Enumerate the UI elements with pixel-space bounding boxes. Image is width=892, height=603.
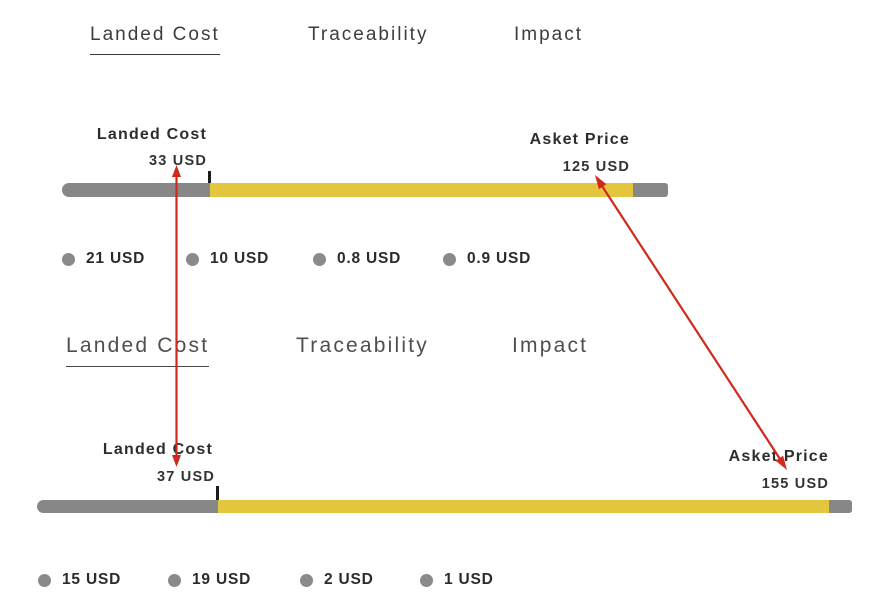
asket-price-value: 125 USD [562, 159, 630, 175]
bar-segment-landed-cost [62, 183, 210, 197]
landed-cost-label: Landed Cost [102, 441, 213, 458]
legend-item: 15 USD [38, 571, 121, 589]
legend-label: 21 USD [86, 250, 146, 267]
legend-dot-icon [443, 252, 456, 266]
bar-segment-landed-cost [37, 500, 218, 513]
legend-label: 2 USD [324, 571, 374, 588]
legend-dot-icon [168, 573, 181, 587]
landed-cost-value: 37 USD [157, 469, 215, 485]
arrow-line [601, 185, 781, 460]
legend-dot-icon [38, 573, 51, 587]
tab-impact[interactable]: Impact [512, 334, 589, 357]
bar-segment-margin [209, 183, 633, 197]
bar-segment-endcap [632, 183, 668, 197]
asket-price-label: Asket Price [728, 448, 829, 465]
asket-price-label: Asket Price [529, 131, 630, 148]
landed-cost-label: Landed Cost [96, 126, 207, 143]
legend-item: 10 USD [186, 250, 269, 268]
legend-dot-icon [420, 573, 433, 587]
price-bar [62, 183, 668, 197]
landed-cost-comparison-arrow [172, 165, 181, 467]
landed-cost-tick [216, 486, 219, 513]
tab-traceability[interactable]: Traceability [308, 24, 429, 45]
legend-label: 10 USD [210, 250, 270, 267]
bar-segment-endcap [829, 500, 852, 513]
legend-label: 1 USD [444, 571, 494, 588]
legend-item: 1 USD [420, 571, 494, 589]
tab-landed-cost[interactable]: Landed Cost [90, 24, 220, 55]
legend-item: 0.9 USD [443, 250, 531, 268]
tab-landed-cost[interactable]: Landed Cost [66, 334, 210, 367]
legend-item: 19 USD [168, 571, 251, 589]
asket-price-value: 155 USD [761, 476, 829, 492]
legend-dot-icon [62, 252, 75, 266]
legend-item: 2 USD [300, 571, 374, 589]
legend-label: 0.8 USD [337, 250, 402, 267]
landed-cost-value: 33 USD [149, 153, 207, 169]
legend-item: 0.8 USD [313, 250, 401, 268]
legend-label: 19 USD [192, 571, 252, 588]
asket-price-comparison-arrow [595, 175, 787, 470]
bar-segment-margin [217, 500, 830, 513]
legend-label: 15 USD [62, 571, 122, 588]
price-bar [37, 500, 852, 513]
legend-dot-icon [313, 252, 326, 266]
legend-dot-icon [186, 252, 199, 266]
legend-label: 0.9 USD [467, 250, 532, 267]
tab-impact[interactable]: Impact [514, 24, 584, 45]
tab-traceability[interactable]: Traceability [296, 334, 429, 357]
legend-dot-icon [300, 573, 313, 587]
legend-item: 21 USD [62, 250, 145, 268]
